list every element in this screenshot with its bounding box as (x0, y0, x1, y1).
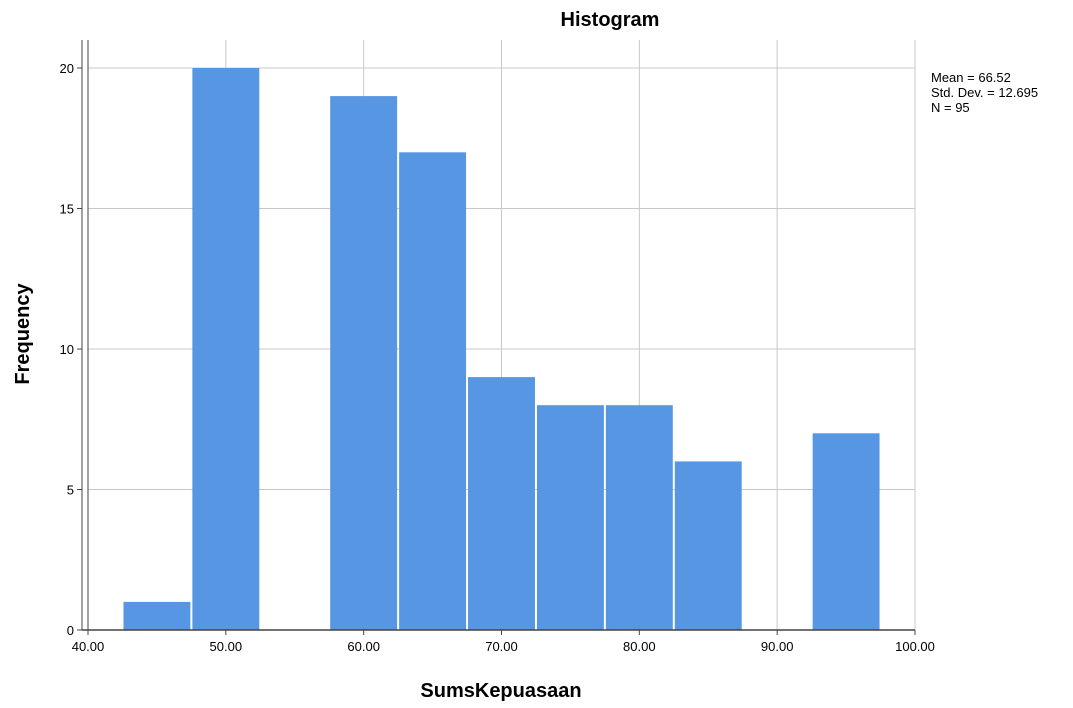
histogram-bar (399, 152, 467, 631)
histogram-bar (123, 601, 191, 630)
stat-mean: Mean = 66.52 (931, 70, 1011, 85)
y-tick-label: 15 (60, 202, 74, 217)
x-tick-label: 40.00 (72, 639, 105, 654)
chart-title: Histogram (561, 9, 660, 31)
y-tick-label: 5 (67, 483, 74, 498)
x-tick-label: 80.00 (623, 639, 656, 654)
x-tick-label: 100.00 (895, 639, 935, 654)
x-tick-label: 70.00 (485, 639, 518, 654)
y-tick-labels: 0 5 10 15 20 (60, 61, 74, 638)
stat-n: N = 95 (931, 100, 970, 115)
x-tick-label: 60.00 (347, 639, 380, 654)
histogram-bar (330, 96, 398, 631)
y-tick-label: 0 (67, 623, 74, 638)
histogram-bar (674, 461, 742, 630)
axes (77, 40, 916, 635)
x-tick-label: 90.00 (761, 639, 794, 654)
histogram-bar (536, 405, 604, 630)
x-tick-label: 50.00 (210, 639, 243, 654)
histogram-bar (192, 68, 260, 630)
y-axis-label: Frequency (12, 283, 34, 385)
histogram-bar (812, 433, 880, 630)
y-tick-label: 10 (60, 342, 74, 357)
summary-statistics: Mean = 66.52 Std. Dev. = 12.695 N = 95 (931, 70, 1038, 115)
histogram-bar (605, 405, 673, 630)
bars (123, 68, 880, 631)
x-tick-labels: 40.00 50.00 60.00 70.00 80.00 90.00 100.00 (72, 639, 935, 654)
stat-std-dev: Std. Dev. = 12.695 (931, 85, 1038, 100)
x-axis-label: SumsKepuasaan (420, 680, 581, 702)
y-tick-label: 20 (60, 61, 74, 76)
histogram-bar (468, 377, 535, 630)
